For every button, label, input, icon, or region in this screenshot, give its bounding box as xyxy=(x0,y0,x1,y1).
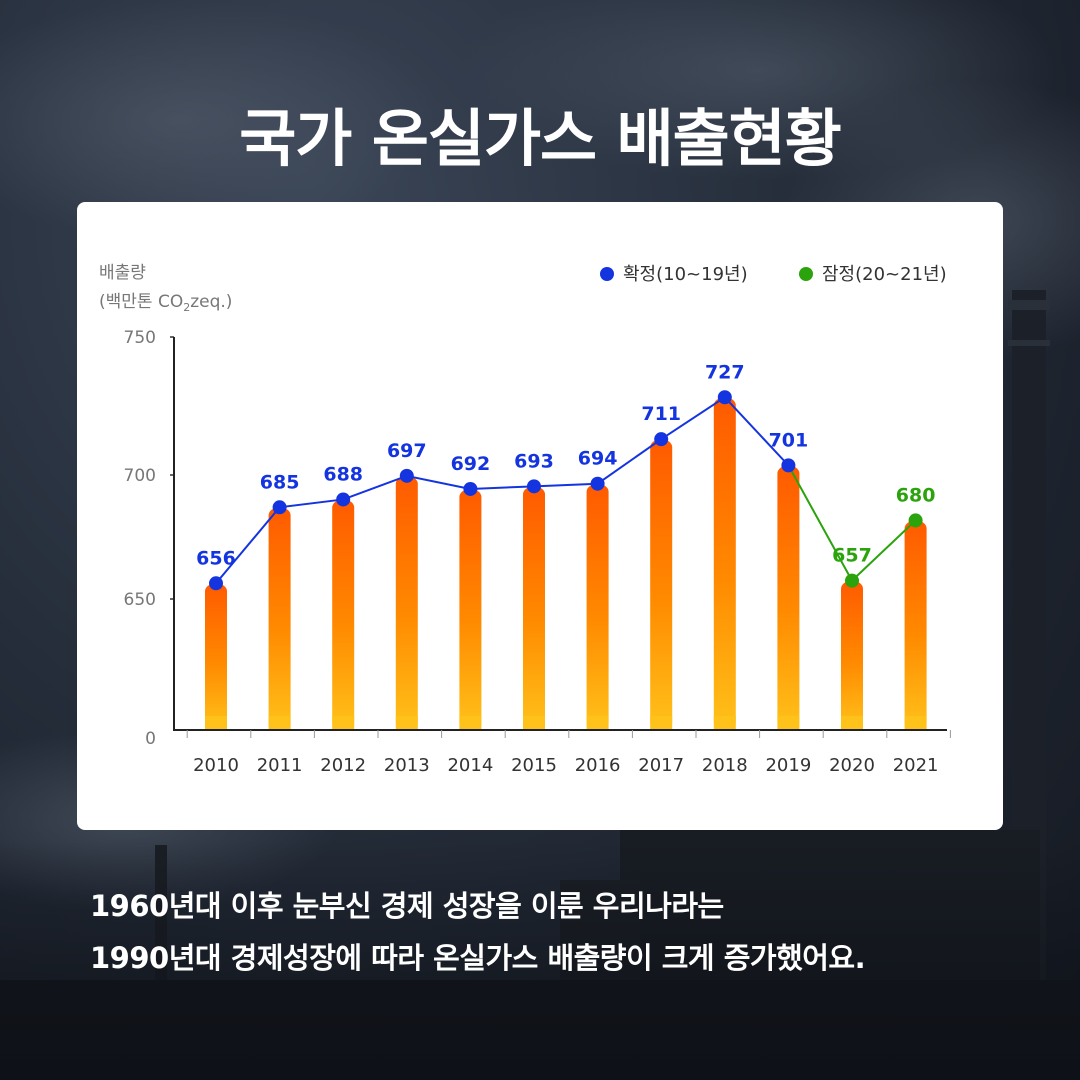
value-label: 685 xyxy=(260,471,300,493)
legend-label-provisional: 잠정(20~21년) xyxy=(822,264,947,285)
data-point xyxy=(463,481,478,496)
value-label: 656 xyxy=(196,547,236,569)
value-label: 680 xyxy=(896,484,936,506)
caption-line-1: 1960년대 이후 눈부신 경제 성장을 이룬 우리나라는 xyxy=(90,889,724,923)
caption: 1960년대 이후 눈부신 경제 성장을 이룬 우리나라는 1990년대 경제성… xyxy=(90,880,1030,984)
bar-base xyxy=(332,716,355,730)
bar-base xyxy=(459,716,482,730)
value-label: 693 xyxy=(514,450,554,472)
bar-base xyxy=(205,716,227,730)
x-tick-label: 2021 xyxy=(893,755,939,776)
bar-base xyxy=(904,716,927,730)
legend-marker-provisional xyxy=(799,267,813,281)
bar-base xyxy=(268,716,291,730)
y-axis-label-line1: 배출량 xyxy=(99,263,146,283)
page-title: 국가 온실가스 배출현황 xyxy=(239,102,842,175)
bar xyxy=(205,583,227,730)
bar xyxy=(841,580,863,730)
data-points xyxy=(209,390,923,591)
data-point xyxy=(654,432,669,447)
chart-card: 배출량 (백만톤 CO2zeq.) 확정(10~19년) 잠정(20~21년) … xyxy=(77,202,1003,830)
y-axis-unit-suffix: zeq.) xyxy=(190,292,232,312)
y-tick-label: 650 xyxy=(124,590,156,610)
y-tick-label: 0 xyxy=(145,729,156,749)
x-tick-label: 2015 xyxy=(511,755,557,776)
x-tick-label: 2018 xyxy=(702,755,748,776)
data-point xyxy=(781,458,796,473)
legend: 확정(10~19년) 잠정(20~21년) xyxy=(600,264,947,285)
value-label: 657 xyxy=(832,545,872,567)
x-tick-label: 2012 xyxy=(320,755,366,776)
data-point xyxy=(590,476,605,491)
value-label: 727 xyxy=(705,361,745,383)
bar xyxy=(777,465,800,730)
bar xyxy=(332,499,355,730)
x-tick-label: 2014 xyxy=(447,755,493,776)
value-label: 692 xyxy=(451,453,491,475)
value-labels: 656 685 688 697 692 693 694 711 727 701 657 680 xyxy=(196,361,935,569)
axes xyxy=(173,337,951,738)
data-point xyxy=(399,468,414,483)
series-line xyxy=(215,395,790,584)
bar xyxy=(395,475,418,730)
x-tick-label: 2011 xyxy=(257,755,303,776)
x-tick-label: 2017 xyxy=(638,755,684,776)
bar xyxy=(459,488,482,730)
emissions-chart: 배출량 (백만톤 CO2zeq.) 확정(10~19년) 잠정(20~21년) … xyxy=(99,263,951,776)
y-axis-unit-prefix: (백만톤 CO xyxy=(99,292,183,312)
data-point xyxy=(717,390,732,405)
bar-base xyxy=(586,716,609,730)
value-label: 694 xyxy=(578,448,618,470)
bar-base xyxy=(650,716,673,730)
data-point xyxy=(527,479,541,494)
caption-line-2: 1990년대 경제성장에 따라 온실가스 배출량이 크게 증가했어요. xyxy=(90,941,866,975)
value-label: 688 xyxy=(323,463,363,485)
bars xyxy=(205,397,927,730)
data-point xyxy=(336,492,351,507)
series-lines xyxy=(215,395,917,584)
bar xyxy=(523,486,545,730)
bar-base xyxy=(841,716,863,730)
x-tick-label: 2013 xyxy=(384,755,430,776)
legend-label-confirmed: 확정(10~19년) xyxy=(623,264,748,285)
x-tick-label: 2019 xyxy=(765,755,811,776)
x-tick-label: 2010 xyxy=(193,755,239,776)
data-point xyxy=(908,513,923,528)
bar xyxy=(713,397,736,730)
bar-base xyxy=(713,716,736,730)
data-point xyxy=(845,573,859,588)
y-axis-ticks: 750 700 650 0 xyxy=(124,328,174,749)
bar xyxy=(268,507,291,730)
y-tick-label: 700 xyxy=(124,466,156,486)
x-axis-tick-labels: 2010 2011 2012 2013 2014 2015 2016 2017 2018 2019… xyxy=(193,755,938,776)
bar-base xyxy=(523,716,545,730)
value-label: 711 xyxy=(641,403,681,425)
value-label: 697 xyxy=(387,440,427,462)
value-label: 701 xyxy=(769,429,809,451)
bar-base xyxy=(395,716,418,730)
data-point xyxy=(272,500,287,515)
legend-marker-confirmed xyxy=(600,267,614,281)
bar xyxy=(904,520,927,730)
y-axis-unit-subscript: 2 xyxy=(183,301,190,314)
x-tick-label: 2016 xyxy=(575,755,621,776)
bar xyxy=(586,483,609,730)
y-axis-label-line2: (백만톤 CO2zeq.) xyxy=(99,292,232,314)
y-tick-label: 750 xyxy=(124,328,156,348)
data-point xyxy=(209,576,223,591)
x-tick-label: 2020 xyxy=(829,755,875,776)
bar-base xyxy=(777,716,800,730)
bar xyxy=(650,439,673,730)
